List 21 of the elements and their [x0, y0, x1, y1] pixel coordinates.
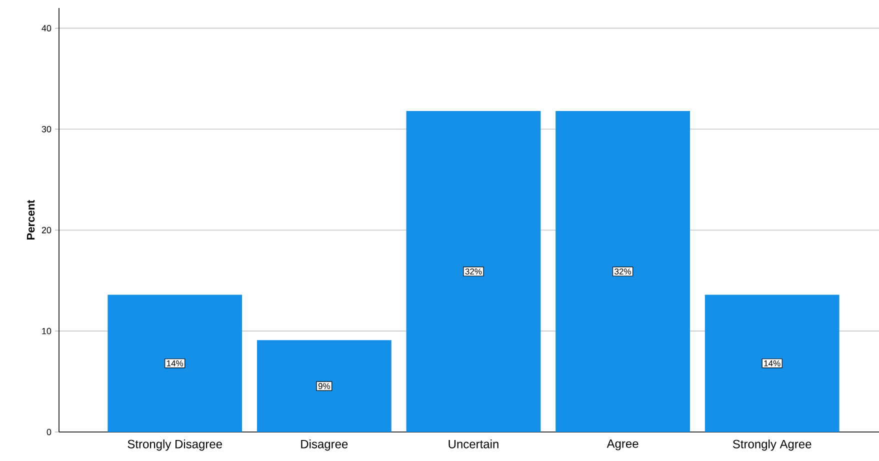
y-tick-label: 40: [42, 25, 52, 32]
y-tick-label: 20: [42, 226, 52, 234]
data-label: 9%: [318, 383, 330, 390]
bar: [406, 110, 541, 432]
bar: [256, 340, 392, 432]
data-label: 32%: [465, 268, 482, 274]
bar: [556, 110, 690, 432]
data-label: 14%: [764, 360, 780, 366]
x-tick-label: Disagree: [301, 440, 348, 451]
bar: [108, 294, 242, 432]
x-tick-label: Uncertain: [448, 440, 498, 448]
data-label: 32%: [614, 268, 631, 274]
x-tick-label: Strongly Agree: [732, 440, 812, 451]
y-axis-title: Percent: [26, 200, 35, 240]
y-tick-label: 10: [42, 328, 52, 334]
data-label: 14%: [167, 360, 184, 366]
x-tick-label: Strongly Disagree: [128, 440, 222, 451]
y-tick-label: 30: [42, 126, 52, 132]
bar: [704, 294, 840, 432]
y-tick-label: 0: [46, 428, 52, 436]
x-tick-label: Agree: [606, 440, 638, 450]
